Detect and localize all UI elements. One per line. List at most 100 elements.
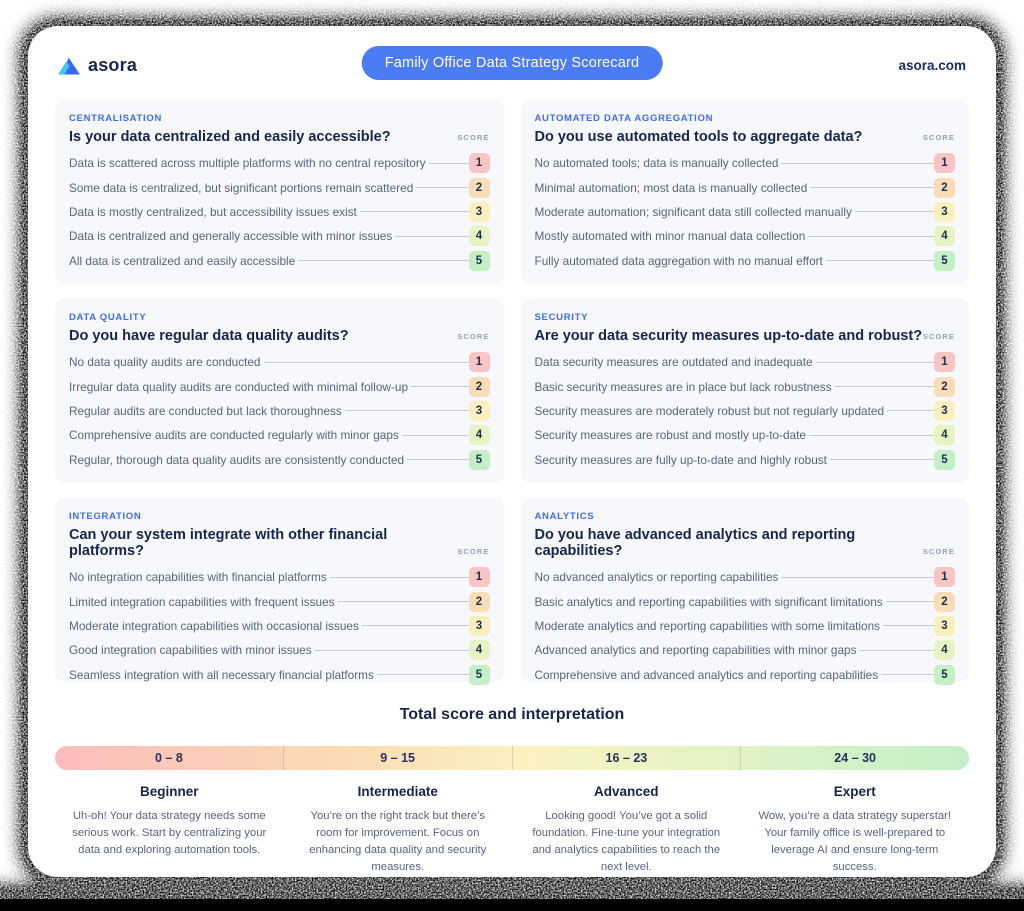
tier-name: Beginner (139, 784, 199, 799)
score-badge[interactable]: 4 (934, 226, 955, 247)
score-column-label: SCORE (922, 133, 955, 142)
card-centralisation: CENTRALISATION Is your data centralized … (55, 100, 504, 284)
option-row: Mostly automated with minor manual data … (535, 224, 955, 248)
score-badge[interactable]: 5 (934, 449, 955, 470)
leader-line (885, 601, 934, 603)
card-category: CENTRALISATION (69, 113, 163, 124)
score-badge[interactable]: 4 (934, 640, 955, 661)
option-row: Regular, thorough data quality audits ar… (69, 448, 490, 472)
option-row: Comprehensive and advanced analytics and… (535, 663, 955, 687)
score-badge[interactable]: 5 (934, 664, 955, 685)
score-badge[interactable]: 2 (934, 177, 955, 198)
option-row: Data is centralized and generally access… (69, 224, 490, 248)
score-badge[interactable]: 1 (934, 153, 955, 174)
score-badge[interactable]: 4 (468, 640, 490, 661)
range-intermediate: 9 – 15 (282, 746, 512, 770)
option-row: Some data is centralized, but significan… (69, 175, 490, 199)
leader-line (337, 601, 469, 603)
card-data-quality: DATA QUALITY Do you have regular data qu… (55, 299, 504, 483)
leader-line (376, 674, 469, 676)
option-row: No data quality audits are conducted 1 (69, 350, 490, 374)
score-badge[interactable]: 3 (468, 615, 490, 636)
option-row: Moderate analytics and reporting capabil… (535, 614, 955, 638)
leader-line (263, 361, 469, 363)
card-question: Do you have advanced analytics and repor… (534, 527, 856, 559)
leader-line (428, 162, 469, 164)
score-badge[interactable]: 3 (934, 201, 955, 222)
option-row: Security measures are moderately robust … (535, 399, 955, 423)
score-badge[interactable]: 2 (934, 591, 955, 612)
score-badge[interactable]: 5 (468, 250, 490, 271)
leader-line (361, 625, 469, 627)
leader-line (825, 260, 934, 262)
score-range-bar: 0 – 8 9 – 15 16 – 23 24 – 30 (55, 746, 969, 770)
score-badge[interactable]: 4 (934, 425, 955, 446)
header: asora Family Office Data Strategy Scorec… (58, 44, 966, 86)
leader-line (314, 649, 469, 651)
scorecard-sheet: asora Family Office Data Strategy Scorec… (28, 26, 996, 877)
score-badge[interactable]: 3 (468, 201, 490, 222)
score-badge[interactable]: 3 (934, 615, 955, 636)
option-row: Data is scattered across multiple platfo… (69, 151, 490, 175)
card-analytics: ANALYTICS Do you have advanced analytics… (520, 498, 969, 685)
tier-expert: Expert Wow, you’re a data strategy super… (741, 770, 970, 876)
option-row: Security measures are robust and mostly … (535, 423, 955, 447)
score-badge[interactable]: 5 (468, 664, 490, 685)
range-advanced: 16 – 23 (511, 746, 741, 770)
score-badge[interactable]: 1 (934, 567, 955, 588)
card-question: Do you use automated tools to aggregate … (534, 129, 863, 145)
leader-line (881, 674, 934, 676)
score-badge[interactable]: 1 (468, 567, 490, 588)
score-badge[interactable]: 1 (934, 352, 955, 373)
score-badge[interactable]: 5 (468, 449, 490, 470)
score-badge[interactable]: 5 (934, 250, 955, 271)
leader-line (401, 434, 469, 436)
option-row: Data is mostly centralized, but accessib… (69, 200, 490, 224)
scorecard-grid: CENTRALISATION Is your data centralized … (55, 100, 969, 685)
tier-name: Advanced (593, 784, 659, 799)
leader-line (298, 260, 469, 262)
leader-line (883, 625, 934, 627)
leader-line (344, 410, 469, 412)
option-row: Seamless integration with all necessary … (69, 663, 490, 687)
leader-line (781, 576, 934, 578)
leader-line (395, 235, 469, 237)
score-badge[interactable]: 2 (468, 177, 490, 198)
score-badge[interactable]: 1 (468, 153, 490, 174)
website-link[interactable]: asora.com (898, 57, 966, 73)
score-badge[interactable]: 3 (468, 400, 490, 421)
option-row: Irregular data quality audits are conduc… (69, 374, 490, 398)
leader-line (411, 386, 469, 388)
leader-line (887, 410, 934, 412)
score-column-label: SCORE (457, 332, 490, 341)
leader-line (815, 361, 934, 363)
score-badge[interactable]: 2 (934, 376, 955, 397)
tier-descriptions: Beginner Uh-oh! Your data strategy needs… (55, 770, 969, 876)
option-row: Limited integration capabilities with fr… (69, 589, 490, 613)
tier-description: Uh-oh! Your data strategy needs some ser… (72, 810, 267, 856)
score-badge[interactable]: 4 (468, 425, 490, 446)
card-category: SECURITY (534, 312, 589, 323)
asora-logo: asora (58, 55, 137, 76)
card-question: Is your data centralized and easily acce… (69, 129, 391, 145)
score-badge[interactable]: 2 (468, 591, 490, 612)
score-badge[interactable]: 2 (468, 376, 490, 397)
option-row: All data is centralized and easily acces… (69, 249, 490, 273)
card-security: SECURITY Are your data security measures… (520, 299, 969, 483)
score-badge[interactable]: 4 (468, 226, 490, 247)
range-expert: 24 – 30 (740, 746, 969, 770)
tier-description: Looking good! You’ve got a solid foundat… (532, 810, 721, 873)
tier-beginner: Beginner Uh-oh! Your data strategy needs… (55, 770, 284, 876)
leader-line (781, 162, 934, 164)
leader-line (808, 434, 934, 436)
option-row: Basic analytics and reporting capabiliti… (535, 589, 955, 613)
score-badge[interactable]: 1 (468, 352, 490, 373)
tier-intermediate: Intermediate You’re on the right track b… (284, 770, 513, 876)
tier-description: You’re on the right track but there’s ro… (309, 810, 487, 873)
card-category: ANALYTICS (534, 511, 595, 522)
score-badge[interactable]: 3 (934, 400, 955, 421)
card-integration: INTEGRATION Can your system integrate wi… (55, 498, 504, 685)
leader-line (808, 235, 934, 237)
option-row: Advanced analytics and reporting capabil… (535, 638, 955, 662)
